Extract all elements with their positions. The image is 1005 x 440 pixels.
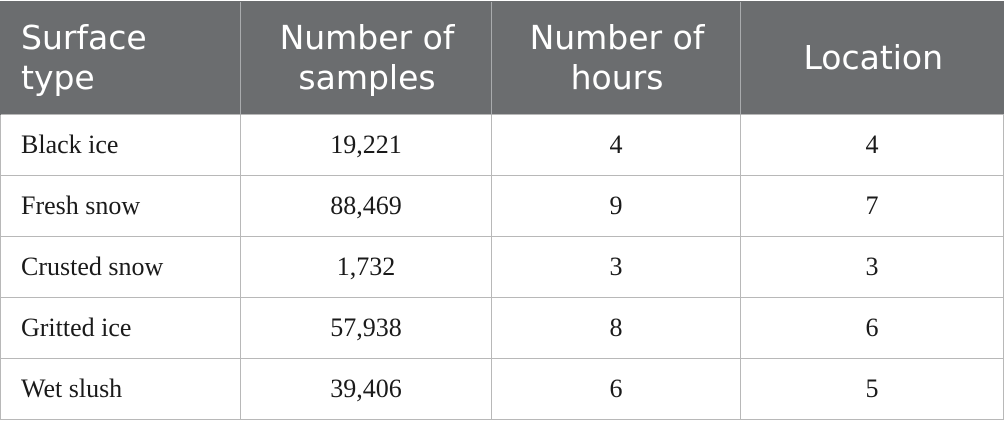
cell-number-of-samples: 19,221 <box>240 114 492 176</box>
table-row: Crusted snow 1,732 3 3 <box>0 236 1004 298</box>
cell-number-of-hours: 9 <box>491 175 741 237</box>
cell-number-of-samples: 39,406 <box>240 358 492 420</box>
cell-surface-type: Fresh snow <box>0 175 241 237</box>
cell-number-of-samples: 1,732 <box>240 236 492 298</box>
header-number-of-samples: Number of samples <box>240 1 492 115</box>
table-row: Wet slush 39,406 6 5 <box>0 358 1004 420</box>
cell-surface-type: Wet slush <box>0 358 241 420</box>
cell-number-of-hours: 6 <box>491 358 741 420</box>
cell-location: 7 <box>740 175 1004 237</box>
data-table: Surface type Number of samples Number of… <box>0 1 1004 420</box>
cell-location: 5 <box>740 358 1004 420</box>
cell-surface-type: Black ice <box>0 114 241 176</box>
cell-number-of-samples: 57,938 <box>240 297 492 359</box>
cell-surface-type: Crusted snow <box>0 236 241 298</box>
cell-number-of-hours: 8 <box>491 297 741 359</box>
cell-surface-type: Gritted ice <box>0 297 241 359</box>
table-row: Black ice 19,221 4 4 <box>0 114 1004 176</box>
table-row: Fresh snow 88,469 9 7 <box>0 175 1004 237</box>
table-body: Black ice 19,221 4 4 Fresh snow 88,469 9… <box>0 114 1004 420</box>
cell-number-of-hours: 4 <box>491 114 741 176</box>
header-location: Location <box>740 1 1004 115</box>
cell-location: 6 <box>740 297 1004 359</box>
header-row: Surface type Number of samples Number of… <box>0 1 1004 115</box>
table-header: Surface type Number of samples Number of… <box>0 1 1004 115</box>
cell-location: 4 <box>740 114 1004 176</box>
cell-location: 3 <box>740 236 1004 298</box>
header-surface-type: Surface type <box>0 1 241 115</box>
cell-number-of-hours: 3 <box>491 236 741 298</box>
header-number-of-hours: Number of hours <box>491 1 741 115</box>
cell-number-of-samples: 88,469 <box>240 175 492 237</box>
table-row: Gritted ice 57,938 8 6 <box>0 297 1004 359</box>
